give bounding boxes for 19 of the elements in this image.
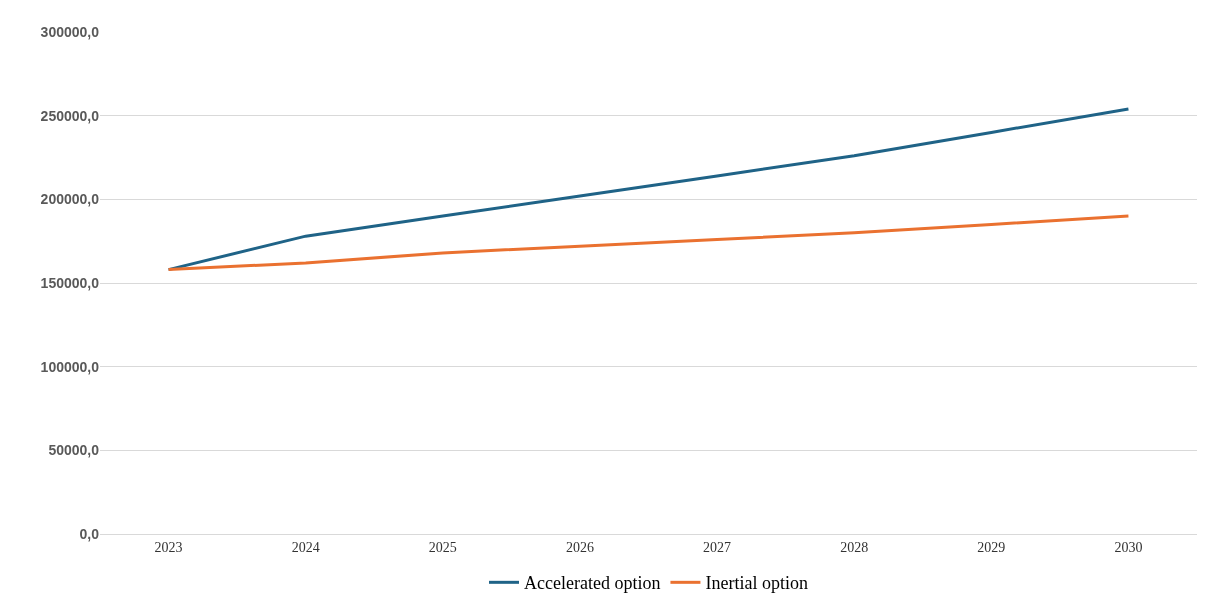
x-tick-label: 2029 bbox=[977, 539, 1006, 555]
line-series bbox=[167, 107, 1130, 272]
y-tick-label: 300000,0 bbox=[40, 23, 100, 40]
y-tick-label: 0,0 bbox=[79, 525, 100, 542]
x-tick-label: 2030 bbox=[1114, 539, 1143, 555]
y-tick-label: 250000,0 bbox=[40, 107, 100, 124]
legend-label: Inertial option bbox=[705, 573, 808, 594]
x-tick-label: 2023 bbox=[154, 539, 183, 555]
y-tick-label: 150000,0 bbox=[40, 274, 100, 291]
line-series bbox=[167, 214, 1130, 272]
y-tick-label: 100000,0 bbox=[40, 358, 100, 375]
legend-label: Accelerated option bbox=[524, 573, 661, 594]
y-tick-label: 200000,0 bbox=[40, 191, 100, 208]
x-tick-label: 2026 bbox=[565, 539, 594, 555]
x-tick-label: 2028 bbox=[840, 539, 869, 555]
x-tick-label: 2027 bbox=[703, 539, 732, 555]
x-tick-label: 2025 bbox=[428, 539, 457, 555]
x-tick-label: 2024 bbox=[291, 539, 320, 555]
y-tick-label: 50000,0 bbox=[48, 442, 100, 459]
